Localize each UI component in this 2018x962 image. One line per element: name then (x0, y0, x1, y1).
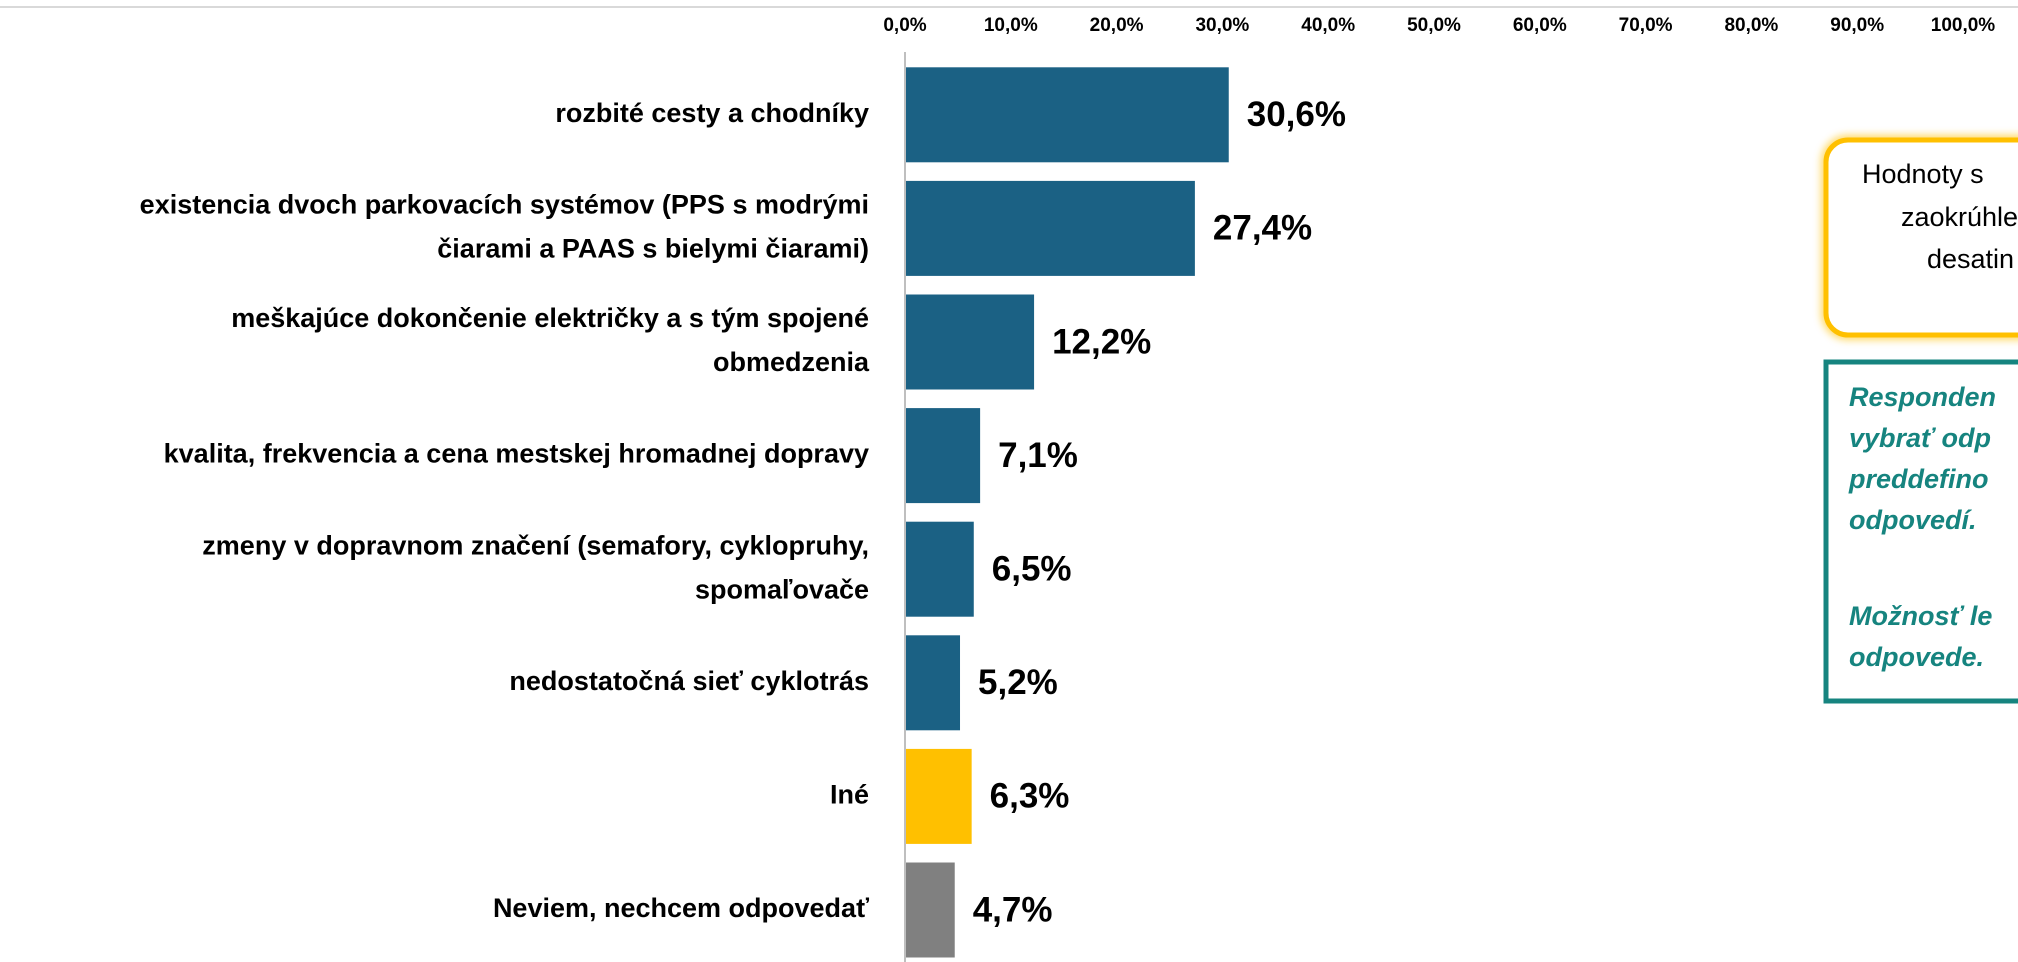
x-tick-label: 0,0% (883, 15, 926, 36)
bar (905, 748, 972, 844)
value-label: 6,3% (990, 777, 1070, 816)
value-label: 7,1% (998, 436, 1078, 475)
x-tick-label: 60,0% (1513, 15, 1567, 36)
annotation: odpovede. (1849, 642, 1984, 672)
category-label: spomaľovače (695, 574, 869, 604)
value-label: 5,2% (978, 663, 1058, 702)
note-box (1823, 359, 2018, 704)
category-label: rozbité cesty a chodníky (555, 98, 869, 128)
x-tick-label: 100,0% (1931, 15, 1996, 36)
x-tick-label: 70,0% (1619, 15, 1673, 36)
note-box (1823, 137, 2018, 338)
annotation: Možnosť le (1849, 601, 1992, 631)
bar (905, 862, 955, 958)
annotation: odpovedí. (1849, 505, 1977, 535)
x-tick-label: 30,0% (1195, 15, 1249, 36)
value-label: 12,2% (1052, 322, 1151, 361)
category-label: kvalita, frekvencia a cena mestskej hrom… (164, 439, 869, 469)
bar (905, 180, 1195, 276)
x-tick-label: 20,0% (1090, 15, 1144, 36)
x-tick-label: 40,0% (1301, 15, 1355, 36)
category-label: Iné (830, 780, 869, 810)
annotation: preddefino (1848, 464, 1989, 494)
bar (905, 521, 974, 617)
value-label: 4,7% (973, 890, 1053, 929)
category-label: zmeny v dopravnom značení (semafory, cyk… (202, 530, 869, 560)
x-tick-label: 50,0% (1407, 15, 1461, 36)
category-label: meškajúce dokončenie električky a s tým … (231, 303, 869, 333)
value-label: 27,4% (1213, 209, 1312, 248)
bar (905, 635, 961, 731)
x-tick-label: 90,0% (1830, 15, 1884, 36)
bar (905, 408, 981, 504)
bar (905, 294, 1035, 390)
annotation: Hodnoty s (1862, 159, 1984, 189)
annotation: Responden (1849, 382, 1996, 412)
bar (905, 67, 1229, 163)
annotation: desatin (1927, 244, 2014, 274)
category-label: Neviem, nechcem odpovedať (493, 893, 869, 923)
category-label: obmedzenia (713, 347, 870, 377)
annotation: zaokrúhle (1901, 202, 2018, 232)
category-label: existencia dvoch parkovacích systémov (P… (140, 190, 869, 220)
x-tick-label: 80,0% (1724, 15, 1778, 36)
x-tick-label: 10,0% (984, 15, 1038, 36)
category-label: nedostatočná sieť cyklotrás (509, 666, 869, 696)
annotation: vybrať odp (1849, 423, 1991, 453)
category-label: čiarami a PAAS s bielymi čiarami) (437, 234, 869, 264)
value-label: 6,5% (992, 549, 1072, 588)
value-label: 30,6% (1247, 95, 1346, 134)
